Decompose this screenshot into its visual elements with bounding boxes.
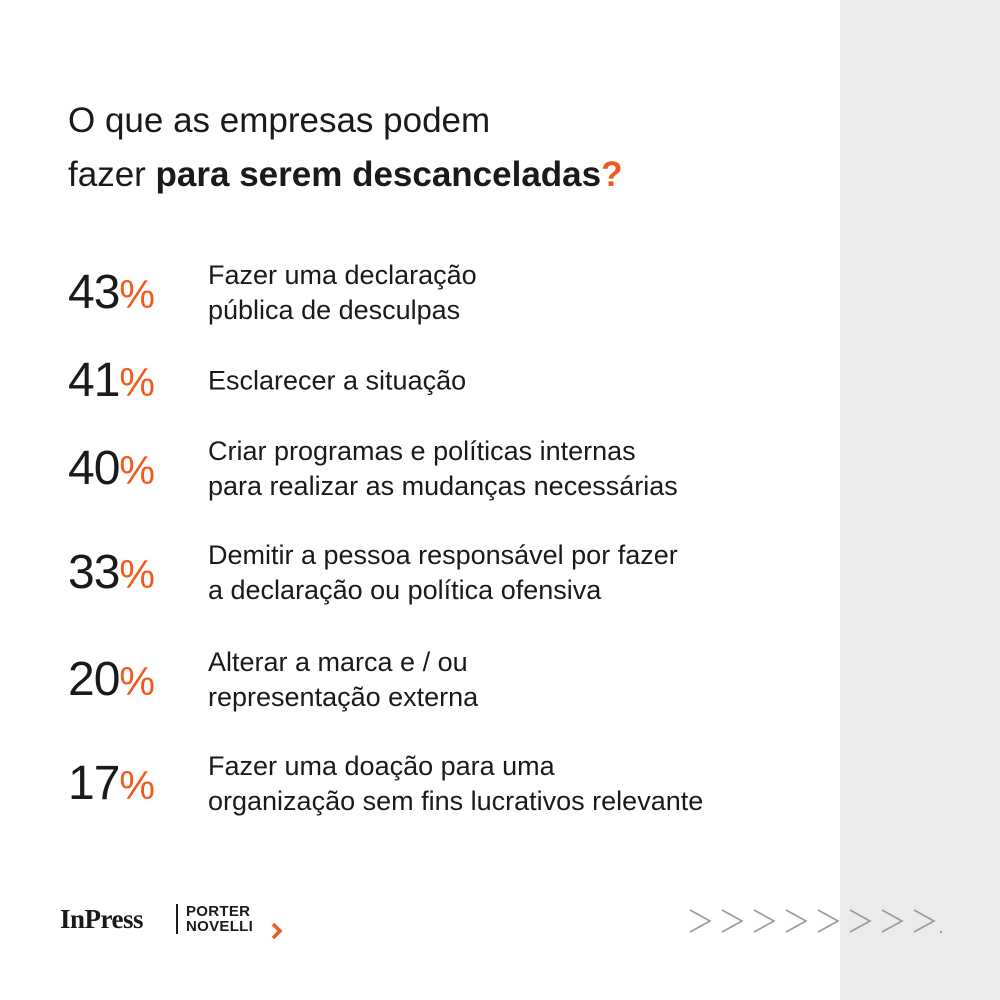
percent-sign: % bbox=[119, 273, 155, 317]
side-panel bbox=[840, 0, 1000, 1000]
stat-percentage: 20% bbox=[68, 656, 155, 704]
chevron-right-row-icon[interactable] bbox=[686, 906, 946, 936]
stat-item: 40% Criar programas e políticas internas… bbox=[68, 429, 808, 509]
stat-percentage: 33% bbox=[68, 549, 155, 597]
percent-sign: % bbox=[119, 764, 155, 808]
stat-description-line-1: Criar programas e políticas internas bbox=[208, 436, 636, 466]
stat-percentage: 17% bbox=[68, 760, 155, 808]
logo-divider bbox=[176, 904, 178, 934]
stat-description-line-1: Fazer uma declaração bbox=[208, 260, 477, 290]
percent-sign: % bbox=[119, 361, 155, 405]
title-line-2-normal: fazer bbox=[68, 155, 156, 194]
stat-description: Demitir a pessoa responsável por fazer a … bbox=[208, 538, 808, 608]
page-title: O que as empresas podem fazer para serem… bbox=[68, 94, 768, 202]
title-line-2-bold: para serem descanceladas bbox=[155, 155, 602, 194]
percent-sign: % bbox=[119, 449, 155, 493]
stat-description-line-2: pública de desculpas bbox=[208, 295, 461, 325]
stat-number: 40 bbox=[68, 442, 120, 495]
title-line-1: O que as empresas podem bbox=[68, 101, 491, 140]
stat-number: 41 bbox=[68, 354, 120, 407]
stat-description-line-1: Esclarecer a situação bbox=[208, 365, 467, 396]
stat-description-line-2: para realizar as mudanças necessárias bbox=[208, 471, 678, 501]
stat-description: Fazer uma declaração pública de desculpas bbox=[208, 258, 808, 328]
stat-item: 17% Fazer uma doação para uma organização… bbox=[68, 744, 808, 824]
stat-number: 17 bbox=[68, 757, 120, 810]
stat-description: Criar programas e políticas internas para… bbox=[208, 434, 808, 504]
stat-percentage: 41% bbox=[68, 357, 155, 405]
stat-item: 43% Fazer uma declaração pública de descu… bbox=[68, 253, 808, 333]
stat-number: 43 bbox=[68, 266, 120, 319]
porter-logo-line-1: PORTER bbox=[186, 903, 251, 920]
stat-description-line-2: a declaração ou política ofensiva bbox=[208, 575, 602, 605]
stat-description: Esclarecer a situação bbox=[208, 364, 808, 399]
stat-description: Fazer uma doação para uma organização sem… bbox=[208, 749, 808, 819]
porter-logo-line-2: NOVELLI bbox=[186, 918, 254, 935]
inpress-logo: InPress bbox=[60, 904, 144, 934]
percent-sign: % bbox=[119, 553, 155, 597]
stat-percentage: 40% bbox=[68, 445, 155, 493]
stat-number: 33 bbox=[68, 546, 120, 599]
title-question-mark: ? bbox=[601, 155, 623, 194]
stat-item: 20% Alterar a marca e / ou representação … bbox=[68, 640, 808, 720]
stat-percentage: 43% bbox=[68, 269, 155, 317]
stat-description-line-2: organização sem fins lucrativos relevant… bbox=[208, 786, 704, 816]
stat-item: 33% Demitir a pessoa responsável por faz… bbox=[68, 533, 808, 613]
stat-item: 41% Esclarecer a situação bbox=[68, 341, 808, 421]
stat-number: 20 bbox=[68, 653, 120, 706]
stat-description-line-1: Alterar a marca e / ou bbox=[208, 647, 468, 677]
stat-description-line-1: Demitir a pessoa responsável por fazer bbox=[208, 540, 678, 570]
chevron-right-icon bbox=[271, 922, 283, 940]
brand-logos: InPress PORTER NOVELLI bbox=[60, 900, 320, 940]
porter-novelli-logo: PORTER NOVELLI bbox=[186, 904, 253, 934]
percent-sign: % bbox=[119, 660, 155, 704]
stat-description-line-2: representação externa bbox=[208, 682, 479, 712]
stat-description: Alterar a marca e / ou representação exte… bbox=[208, 645, 808, 715]
stat-description-line-1: Fazer uma doação para uma bbox=[208, 751, 555, 781]
